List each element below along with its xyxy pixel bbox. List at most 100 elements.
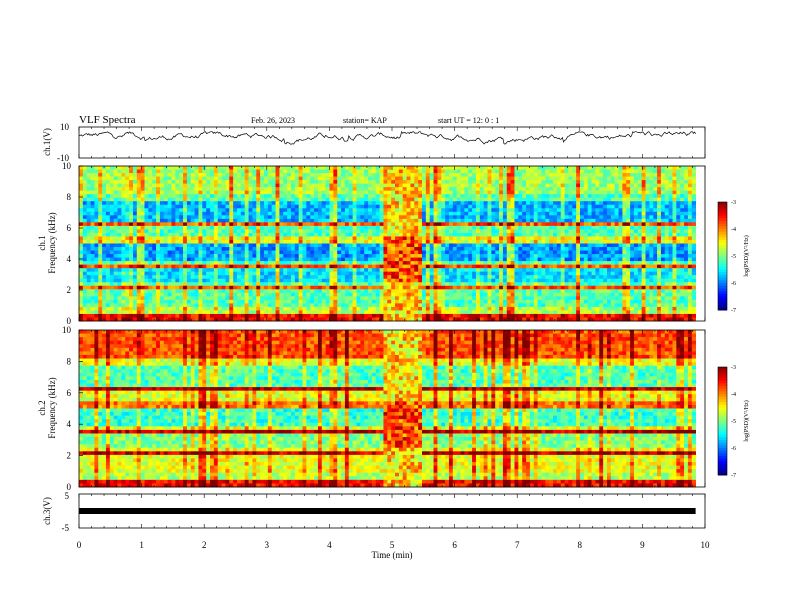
heatmap-cell (518, 211, 523, 216)
heatmap-cell (641, 190, 646, 195)
heatmap-cell (418, 180, 423, 185)
heatmap-cell (256, 239, 261, 244)
heatmap-cell (306, 271, 311, 276)
heatmap-cell (121, 204, 126, 209)
heatmap-cell (421, 268, 427, 273)
heatmap-cell (102, 232, 107, 237)
heatmap-cell (337, 218, 342, 223)
heatmap-cell (375, 197, 380, 202)
heatmap-cell (113, 187, 118, 192)
heatmap-cell (375, 183, 380, 188)
heatmap-cell (333, 264, 338, 269)
heatmap-cell (302, 232, 307, 237)
heatmap-cell (260, 232, 265, 237)
heatmap-cell (464, 239, 469, 244)
heatmap-cell (495, 225, 500, 230)
heatmap-cell (179, 239, 184, 244)
heatmap-cell (657, 180, 662, 185)
heatmap-cell (680, 183, 685, 188)
heatmap-cell (653, 201, 658, 206)
heatmap-cell (691, 187, 697, 192)
heatmap-cell (341, 201, 346, 206)
heatmap-cell (102, 187, 107, 192)
heatmap-cell (383, 247, 388, 251)
heatmap-cell (387, 204, 392, 209)
heatmap-cell (210, 215, 215, 220)
heatmap-cell (587, 183, 592, 188)
heatmap-cell (237, 254, 242, 258)
heatmap-cell (387, 173, 392, 177)
heatmap-cell (529, 254, 535, 258)
heatmap-cell (633, 166, 639, 170)
heatmap-cell (680, 173, 685, 177)
heatmap-cell (98, 239, 103, 244)
heatmap-cell (580, 166, 585, 170)
heatmap-cell (456, 271, 461, 276)
heatmap-cell (691, 239, 697, 244)
heatmap-cell (94, 194, 99, 199)
heatmap-cell (425, 166, 431, 170)
heatmap-cell (152, 183, 157, 188)
heatmap-cell (202, 250, 207, 255)
heatmap-cell (271, 264, 276, 269)
heatmap-cell (456, 197, 461, 202)
heatmap-cell (121, 190, 126, 195)
heatmap-cell (691, 176, 697, 181)
heatmap-cell (129, 197, 134, 202)
heatmap-cell (526, 187, 531, 192)
heatmap-cell (610, 254, 616, 258)
heatmap-cell (410, 190, 415, 195)
heatmap-cell (356, 208, 361, 213)
heatmap-cell (233, 250, 238, 255)
heatmap-cell (672, 268, 677, 273)
heatmap-cell (310, 250, 315, 255)
heatmap-cell (672, 225, 677, 230)
heatmap-cell (564, 211, 569, 216)
heatmap-cell (568, 215, 573, 220)
heatmap-cell (653, 215, 658, 220)
heatmap-cell (279, 236, 284, 241)
heatmap-cell (344, 208, 350, 213)
heatmap-cell (237, 197, 242, 202)
heatmap-cell (156, 232, 161, 237)
heatmap-cell (606, 261, 612, 266)
heatmap-cell (132, 250, 138, 255)
heatmap-cell (163, 190, 169, 195)
heatmap-cell (572, 173, 577, 177)
heatmap-cell (591, 183, 596, 188)
heatmap-cell (587, 211, 592, 216)
heatmap-cell (502, 166, 508, 170)
heatmap-cell (433, 250, 438, 255)
heatmap-cell (506, 169, 512, 174)
heatmap-cell (279, 261, 284, 266)
heatmap-cell (456, 176, 461, 181)
heatmap-cell (329, 250, 334, 255)
heatmap-cell (314, 218, 319, 223)
heatmap-cell (117, 169, 122, 174)
heatmap-cell (468, 166, 473, 170)
heatmap-cell (637, 173, 643, 177)
heatmap-cell (645, 194, 650, 199)
heatmap-cell (684, 176, 689, 181)
heatmap-cell (252, 187, 257, 192)
heatmap-cell (445, 166, 450, 170)
heatmap-cell (414, 208, 419, 213)
heatmap-cell (202, 225, 207, 230)
heatmap-cell (256, 173, 261, 177)
heatmap-cell (491, 204, 496, 209)
heatmap-cell (244, 247, 249, 251)
heatmap-cell (406, 264, 411, 269)
heatmap-cell (344, 236, 350, 241)
heatmap-cell (418, 201, 423, 206)
heatmap-cell (321, 250, 327, 255)
heatmap-cell (371, 239, 377, 244)
heatmap-cell (240, 180, 246, 185)
heatmap-cell (148, 166, 153, 170)
heatmap-cell (495, 218, 500, 223)
heatmap-cell (252, 180, 257, 185)
heatmap-cell (437, 222, 442, 227)
heatmap-cell (237, 232, 242, 237)
heatmap-cell (533, 243, 538, 248)
heatmap-cell (306, 208, 311, 213)
heatmap-cell (125, 211, 130, 216)
